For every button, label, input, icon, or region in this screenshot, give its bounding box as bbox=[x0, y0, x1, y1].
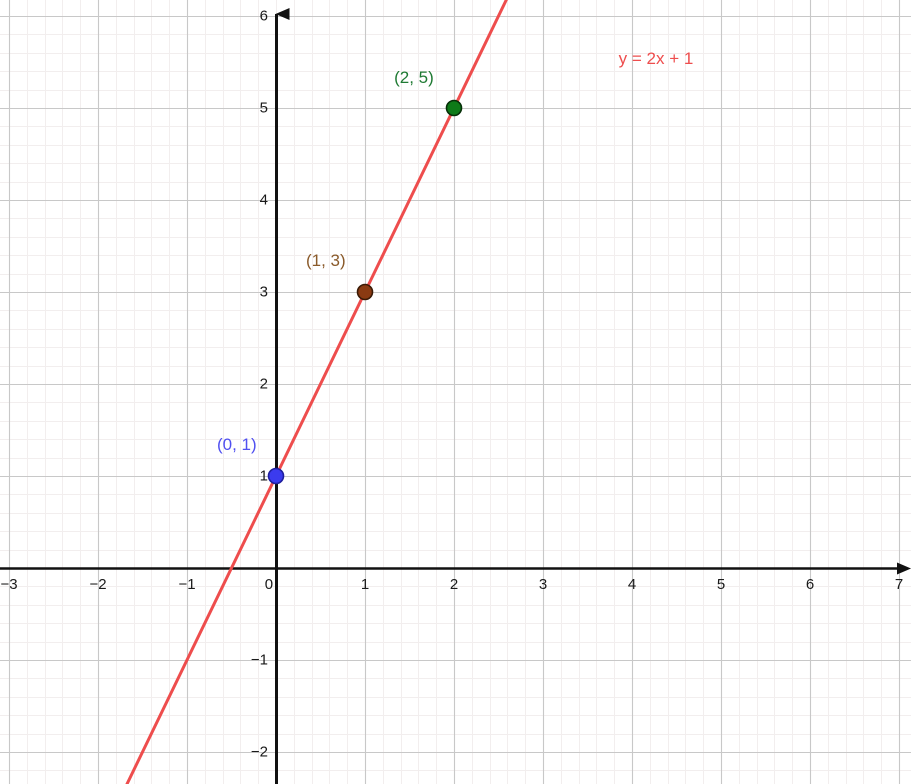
x-tick-label-1: −2 bbox=[89, 576, 107, 593]
x-tick-label-5: 2 bbox=[449, 576, 459, 593]
y-tick-label-6: 5 bbox=[259, 99, 268, 117]
x-tick-label-0: −3 bbox=[0, 576, 18, 593]
y-tick-label-1: −1 bbox=[250, 651, 268, 669]
point-label-1: (2, 5) bbox=[394, 67, 434, 87]
point-label-3: (0, 1) bbox=[216, 434, 257, 454]
y-tick-label-3: 2 bbox=[259, 375, 268, 393]
data-point-1 bbox=[356, 283, 374, 301]
axes bbox=[0, 8, 911, 784]
x-tick-label-4: 1 bbox=[360, 576, 370, 593]
y-tick-label-7: 6 bbox=[259, 7, 268, 25]
data-points bbox=[267, 99, 463, 485]
data-point-0 bbox=[267, 467, 285, 485]
x-tick-label-10: 7 bbox=[894, 576, 904, 593]
x-tick-label-9: 6 bbox=[805, 576, 815, 593]
y-tick-label-5: 4 bbox=[259, 191, 268, 209]
x-tick-label-3: 0 bbox=[264, 576, 274, 593]
x-tick-label-6: 3 bbox=[538, 576, 548, 593]
point-label-2: (1, 3) bbox=[305, 250, 346, 270]
data-point-2 bbox=[445, 99, 463, 117]
x-tick-label-2: −1 bbox=[178, 576, 196, 593]
y-tick-label-4: 3 bbox=[259, 283, 268, 301]
x-tick-label-8: 5 bbox=[716, 576, 726, 593]
equation-label: y = 2x + 1 bbox=[618, 49, 694, 69]
y-tick-label-2: 1 bbox=[259, 467, 268, 485]
y-tick-label-0: −2 bbox=[250, 743, 268, 761]
x-tick-label-7: 4 bbox=[627, 576, 637, 593]
